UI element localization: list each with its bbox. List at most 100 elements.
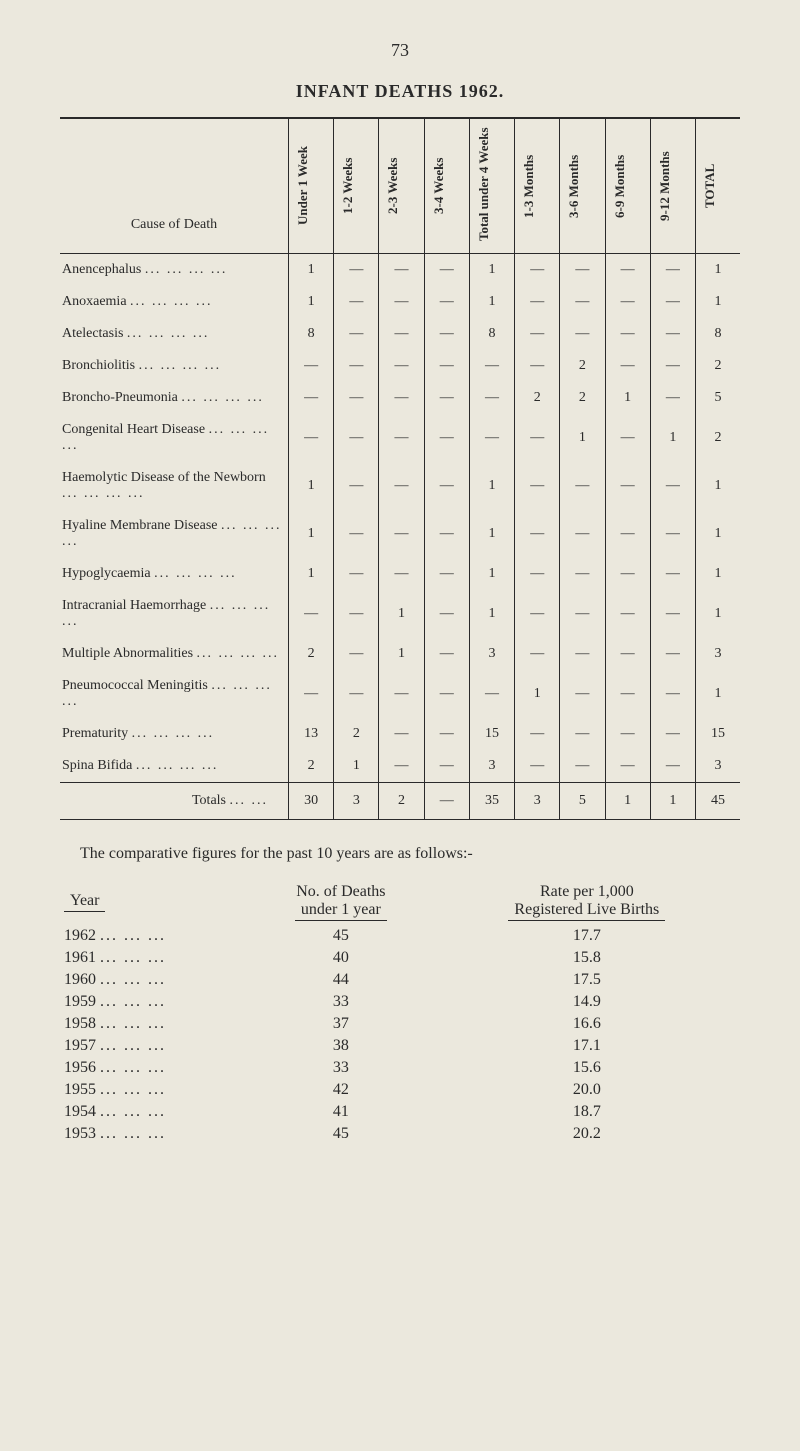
rate-cell: 20.2 — [434, 1123, 740, 1145]
table-row: Congenital Heart Disease ... ... ... ...… — [60, 414, 740, 462]
comparative-row: 1961 ... ... ...4015.8 — [60, 947, 740, 969]
data-cell: — — [650, 590, 695, 638]
data-cell: — — [560, 510, 605, 558]
comparative-row: 1954 ... ... ...4118.7 — [60, 1101, 740, 1123]
data-cell: 1 — [289, 510, 334, 558]
data-cell: — — [605, 462, 650, 510]
table-header-row: Cause of Death Under 1 Week 1-2 Weeks 2-… — [60, 118, 740, 254]
data-cell: 3 — [695, 750, 740, 783]
table-row: Intracranial Haemorrhage ... ... ... ...… — [60, 590, 740, 638]
totals-cell: 1 — [605, 783, 650, 820]
totals-cell: 1 — [650, 783, 695, 820]
data-cell: — — [605, 670, 650, 718]
data-cell: 1 — [469, 590, 514, 638]
data-cell: — — [334, 286, 379, 318]
data-cell: — — [515, 318, 560, 350]
data-cell: 1 — [334, 750, 379, 783]
rate-cell: 17.5 — [434, 969, 740, 991]
data-cell: — — [334, 510, 379, 558]
data-cell: — — [650, 350, 695, 382]
data-cell: 15 — [695, 718, 740, 750]
data-cell: 8 — [469, 318, 514, 350]
comparative-row: 1962 ... ... ...4517.7 — [60, 925, 740, 947]
deaths-header-bottom: under 1 year — [295, 901, 387, 921]
data-cell: — — [469, 350, 514, 382]
data-cell: 8 — [695, 318, 740, 350]
data-cell: — — [379, 414, 424, 462]
data-cell: — — [605, 254, 650, 287]
data-cell: 1 — [469, 254, 514, 287]
page-number: 73 — [60, 40, 740, 61]
data-cell: 1 — [289, 462, 334, 510]
table-row: Spina Bifida ... ... ... ...21——3————3 — [60, 750, 740, 783]
data-cell: — — [424, 382, 469, 414]
data-cell: — — [560, 286, 605, 318]
rate-cell: 16.6 — [434, 1013, 740, 1035]
data-cell: 3 — [469, 638, 514, 670]
col-3-4-weeks: 3-4 Weeks — [424, 118, 469, 254]
comparative-header-row: Year No. of Deathsunder 1 year Rate per … — [60, 879, 740, 925]
cause-cell: Spina Bifida ... ... ... ... — [60, 750, 289, 783]
rate-header-bottom: Registered Live Births — [508, 901, 665, 921]
year-cell: 1962 ... ... ... — [60, 925, 248, 947]
data-cell: — — [379, 750, 424, 783]
data-cell: — — [334, 558, 379, 590]
data-cell: — — [650, 638, 695, 670]
data-cell: — — [469, 382, 514, 414]
comparative-row: 1953 ... ... ...4520.2 — [60, 1123, 740, 1145]
year-cell: 1957 ... ... ... — [60, 1035, 248, 1057]
deaths-cell: 38 — [248, 1035, 434, 1057]
data-cell: — — [650, 718, 695, 750]
data-cell: 1 — [469, 510, 514, 558]
data-cell: — — [650, 462, 695, 510]
data-cell: — — [334, 254, 379, 287]
cause-cell: Multiple Abnormalities ... ... ... ... — [60, 638, 289, 670]
totals-cell: 3 — [515, 783, 560, 820]
data-cell: — — [515, 510, 560, 558]
data-cell: — — [605, 750, 650, 783]
data-cell: — — [334, 382, 379, 414]
data-cell: — — [424, 286, 469, 318]
data-cell: — — [515, 350, 560, 382]
deaths-cell: 42 — [248, 1079, 434, 1101]
data-cell: — — [650, 750, 695, 783]
data-cell: — — [605, 350, 650, 382]
comparative-row: 1957 ... ... ...3817.1 — [60, 1035, 740, 1057]
data-cell: — — [424, 462, 469, 510]
cause-cell: Anoxaemia ... ... ... ... — [60, 286, 289, 318]
data-cell: 3 — [469, 750, 514, 783]
comparative-row: 1956 ... ... ...3315.6 — [60, 1057, 740, 1079]
data-cell: — — [379, 382, 424, 414]
data-cell: — — [424, 350, 469, 382]
data-cell: — — [424, 558, 469, 590]
data-cell: 1 — [695, 254, 740, 287]
data-cell: — — [379, 286, 424, 318]
col-label: 1-2 Weeks — [338, 127, 358, 245]
cause-cell: Haemolytic Disease of the Newborn ... ..… — [60, 462, 289, 510]
cause-cell: Intracranial Haemorrhage ... ... ... ... — [60, 590, 289, 638]
data-cell: 15 — [469, 718, 514, 750]
deaths-cell: 33 — [248, 991, 434, 1013]
data-cell: — — [560, 558, 605, 590]
table-row: Hypoglycaemia ... ... ... ...1———1————1 — [60, 558, 740, 590]
col-label: TOTAL — [700, 127, 720, 245]
data-cell: 1 — [469, 286, 514, 318]
comparative-row: 1960 ... ... ...4417.5 — [60, 969, 740, 991]
comparative-intro: The comparative figures for the past 10 … — [60, 845, 740, 863]
data-cell: 2 — [289, 638, 334, 670]
data-cell: — — [560, 638, 605, 670]
data-cell: — — [379, 718, 424, 750]
deaths-cell: 40 — [248, 947, 434, 969]
rate-cell: 15.6 — [434, 1057, 740, 1079]
totals-cell: 30 — [289, 783, 334, 820]
data-cell: 1 — [605, 382, 650, 414]
data-cell: — — [650, 558, 695, 590]
page-title: INFANT DEATHS 1962. — [60, 81, 740, 102]
data-cell: — — [334, 638, 379, 670]
data-cell: 2 — [560, 350, 605, 382]
year-cell: 1956 ... ... ... — [60, 1057, 248, 1079]
data-cell: — — [424, 670, 469, 718]
data-cell: — — [515, 254, 560, 287]
data-cell: — — [515, 750, 560, 783]
data-cell: — — [605, 318, 650, 350]
